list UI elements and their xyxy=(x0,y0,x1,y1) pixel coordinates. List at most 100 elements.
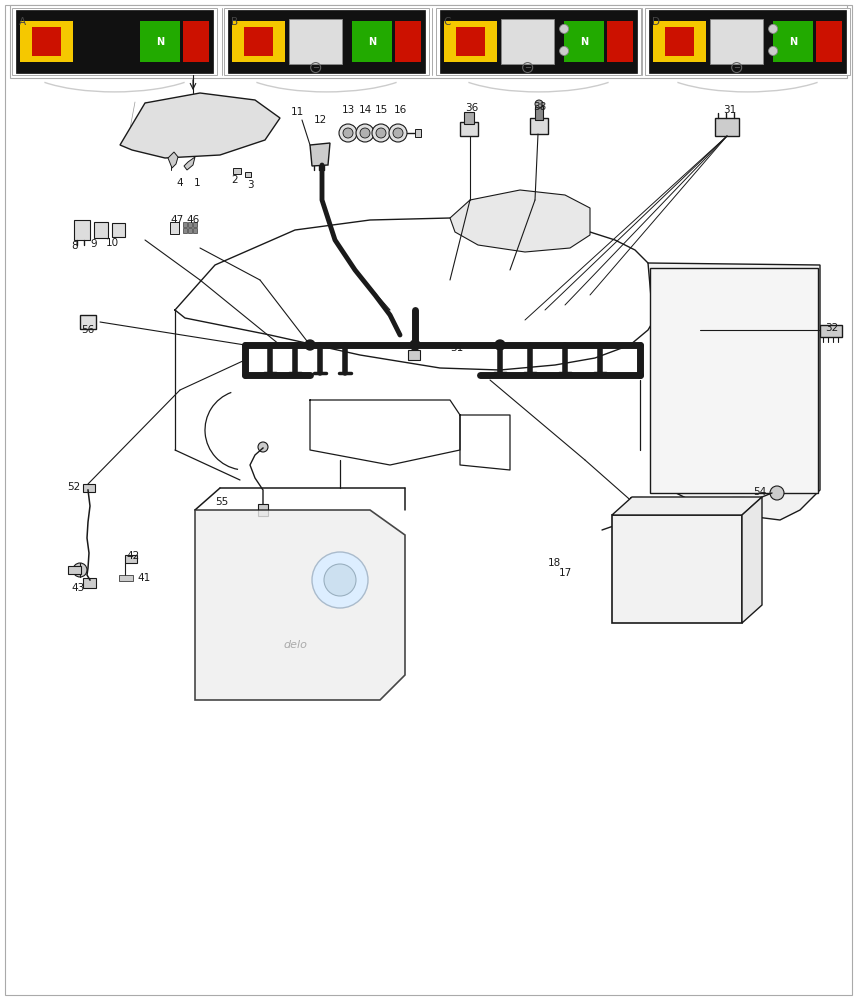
Text: 2: 2 xyxy=(231,175,238,185)
Text: 31: 31 xyxy=(723,105,737,115)
Bar xyxy=(395,21,421,62)
Text: 42: 42 xyxy=(126,551,140,561)
Bar xyxy=(140,21,179,62)
Bar xyxy=(608,21,633,62)
Bar xyxy=(228,10,425,73)
Text: 17: 17 xyxy=(559,568,572,578)
Bar xyxy=(289,19,342,64)
Bar xyxy=(16,10,213,73)
Text: 41: 41 xyxy=(137,573,151,583)
Bar xyxy=(817,21,842,62)
Bar xyxy=(564,21,603,62)
Bar xyxy=(74,220,90,240)
Circle shape xyxy=(770,486,784,500)
Circle shape xyxy=(769,24,777,33)
Text: B: B xyxy=(231,17,238,27)
Bar xyxy=(83,578,96,588)
Bar xyxy=(820,325,842,337)
Bar xyxy=(773,21,812,62)
Text: N: N xyxy=(788,37,797,47)
Polygon shape xyxy=(450,190,590,252)
Text: N: N xyxy=(368,37,376,47)
Bar xyxy=(645,8,850,75)
Bar xyxy=(80,315,96,329)
Bar xyxy=(456,27,485,56)
Bar xyxy=(649,10,846,73)
Text: −: − xyxy=(734,63,740,72)
Text: 11: 11 xyxy=(291,107,303,117)
Bar xyxy=(535,106,543,120)
Polygon shape xyxy=(310,143,330,166)
Bar xyxy=(657,550,675,575)
Text: delo: delo xyxy=(283,640,307,650)
Polygon shape xyxy=(742,497,762,623)
Bar xyxy=(245,172,251,177)
Bar xyxy=(83,484,95,492)
Bar xyxy=(183,228,187,233)
Text: 10: 10 xyxy=(105,238,118,248)
Text: 36: 36 xyxy=(465,103,478,113)
Text: 15: 15 xyxy=(375,105,387,115)
Text: 18: 18 xyxy=(548,558,560,568)
Text: 56: 56 xyxy=(81,325,94,335)
Text: O: O xyxy=(44,39,49,45)
Text: C: C xyxy=(443,17,451,27)
Polygon shape xyxy=(648,263,820,520)
Text: 47: 47 xyxy=(171,215,183,225)
Bar xyxy=(732,497,744,505)
Polygon shape xyxy=(168,152,178,168)
Circle shape xyxy=(410,340,420,350)
Text: 12: 12 xyxy=(314,115,327,125)
Bar xyxy=(188,222,192,227)
Circle shape xyxy=(258,442,268,452)
Bar xyxy=(352,21,392,62)
Circle shape xyxy=(339,124,357,142)
Bar xyxy=(460,122,478,136)
Polygon shape xyxy=(120,93,280,158)
Circle shape xyxy=(393,128,403,138)
Circle shape xyxy=(73,563,87,577)
Text: D: D xyxy=(652,17,660,27)
Circle shape xyxy=(312,552,368,608)
Bar xyxy=(112,223,125,237)
Text: 32: 32 xyxy=(825,323,839,333)
Bar xyxy=(232,21,285,62)
Bar xyxy=(650,268,818,493)
Bar xyxy=(32,27,61,56)
Text: 16: 16 xyxy=(393,105,406,115)
Text: O: O xyxy=(677,39,682,45)
Polygon shape xyxy=(184,157,195,170)
Text: 46: 46 xyxy=(186,215,200,225)
Text: O: O xyxy=(468,39,473,45)
Bar xyxy=(193,222,197,227)
Text: 52: 52 xyxy=(68,482,81,492)
Bar xyxy=(68,566,81,574)
Polygon shape xyxy=(195,510,405,700)
Text: −: − xyxy=(312,63,319,72)
Bar xyxy=(12,8,217,75)
Circle shape xyxy=(324,564,356,596)
Bar xyxy=(125,555,137,563)
Text: 4: 4 xyxy=(177,178,183,188)
Circle shape xyxy=(356,124,374,142)
Text: 8: 8 xyxy=(72,241,78,251)
Bar xyxy=(624,530,730,608)
Text: O: O xyxy=(256,39,261,45)
Circle shape xyxy=(360,128,370,138)
Text: 1: 1 xyxy=(194,178,201,188)
Circle shape xyxy=(376,128,386,138)
Text: 43: 43 xyxy=(71,583,85,593)
Text: N: N xyxy=(579,37,588,47)
Bar xyxy=(440,10,637,73)
Circle shape xyxy=(343,128,353,138)
Bar xyxy=(20,21,73,62)
Text: 54: 54 xyxy=(753,487,767,497)
Bar xyxy=(170,222,179,234)
Bar xyxy=(444,21,497,62)
Bar xyxy=(243,27,273,56)
Text: 51: 51 xyxy=(451,343,464,353)
Circle shape xyxy=(560,46,568,55)
Bar xyxy=(612,515,742,623)
Bar xyxy=(710,19,764,64)
Bar xyxy=(464,112,474,124)
